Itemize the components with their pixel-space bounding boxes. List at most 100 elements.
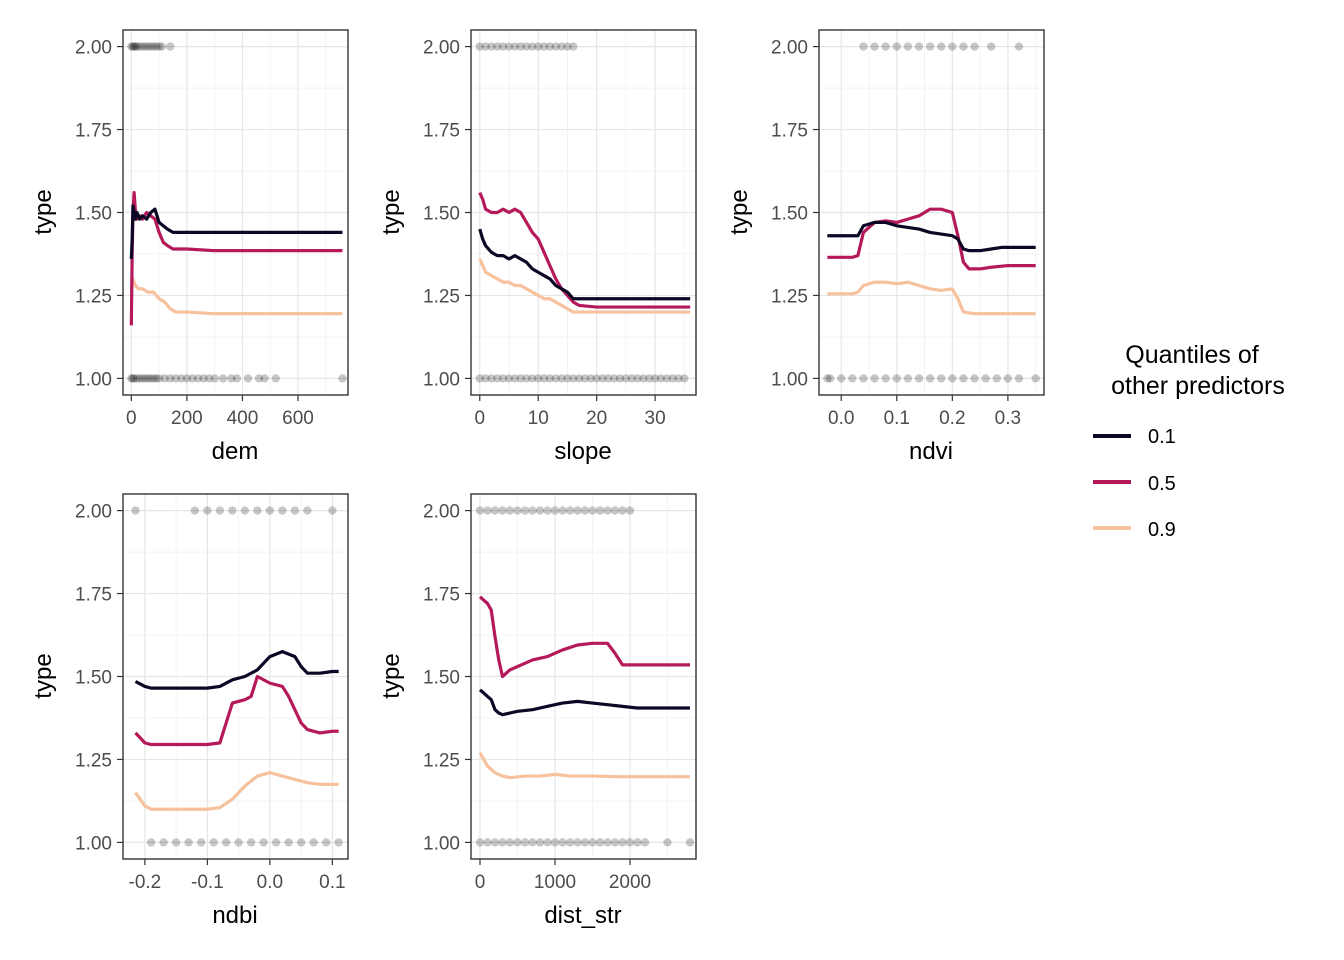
x-tick-label: -0.2 — [129, 872, 162, 893]
observation-point — [493, 42, 502, 51]
x-tick-label: 10 — [528, 408, 549, 429]
observation-point — [903, 374, 913, 383]
observation-point — [903, 42, 913, 51]
observation-point — [152, 374, 161, 383]
series-line-0.5 — [129, 190, 343, 326]
observation-point — [627, 374, 636, 383]
observation-point — [271, 838, 281, 847]
legend-title-line-1: Quantiles of — [1125, 341, 1258, 369]
observation-point — [610, 838, 620, 847]
observation-point — [154, 42, 164, 51]
observation-point — [135, 42, 144, 51]
observation-point — [870, 374, 879, 383]
observation-point — [487, 374, 496, 383]
observation-point — [487, 42, 496, 51]
observation-point — [925, 374, 935, 383]
observation-point — [534, 374, 543, 383]
x-tick-label: 0.2 — [939, 408, 965, 429]
x-axis-title: ndvi — [909, 438, 953, 465]
observation-point — [171, 374, 180, 383]
observation-point — [152, 42, 161, 51]
observation-point — [558, 838, 567, 847]
observation-point — [948, 42, 957, 51]
observation-point — [513, 838, 522, 847]
observation-point — [190, 506, 200, 515]
observation-point — [481, 42, 490, 51]
y-tick-label: 1.75 — [423, 121, 460, 142]
observation-point — [557, 42, 566, 51]
observation-point — [128, 42, 137, 51]
observation-point — [234, 838, 243, 847]
observation-point — [271, 374, 280, 383]
observation-point — [138, 374, 147, 383]
observation-point — [143, 374, 153, 383]
observation-point — [127, 42, 136, 51]
legend-item: 0.1 — [1093, 426, 1176, 448]
legend-title-line-2: other predictors — [1111, 372, 1285, 400]
y-tick-label: 1.25 — [75, 286, 112, 307]
observation-point — [948, 374, 957, 383]
observation-point — [203, 506, 212, 515]
observation-point — [550, 506, 560, 515]
observation-point — [146, 374, 155, 383]
observation-point — [296, 838, 306, 847]
observation-point — [278, 506, 287, 515]
observation-point — [545, 42, 555, 51]
x-tick-label: 0.0 — [257, 872, 283, 893]
y-tick-label: 2.00 — [423, 502, 460, 523]
observation-point — [937, 42, 946, 51]
observation-point — [663, 838, 672, 847]
series-line-0.1 — [478, 228, 691, 301]
series-line-0.1 — [134, 650, 339, 690]
observation-point — [633, 838, 642, 847]
y-axis-title: type — [30, 653, 57, 698]
observation-point — [987, 42, 996, 51]
observation-point — [892, 374, 901, 383]
observation-point — [131, 506, 140, 515]
observation-point — [1014, 42, 1024, 51]
observation-point — [992, 374, 1001, 383]
observation-point — [232, 374, 242, 383]
observation-point — [160, 374, 169, 383]
observation-point — [522, 374, 531, 383]
observation-point — [188, 374, 197, 383]
y-tick-label: 1.00 — [423, 833, 460, 854]
series-line-0.5 — [478, 191, 691, 309]
observation-point — [543, 838, 552, 847]
series-line-0.9 — [478, 752, 690, 780]
observation-point — [128, 374, 137, 383]
observation-point — [481, 374, 490, 383]
observation-point — [680, 374, 689, 383]
observation-point — [303, 506, 312, 515]
observation-point — [243, 374, 253, 383]
observation-point — [621, 374, 631, 383]
y-tick-label: 1.00 — [75, 369, 112, 390]
x-tick-label: 600 — [282, 408, 314, 429]
observation-point — [656, 374, 666, 383]
observation-point — [674, 374, 683, 383]
observation-point — [182, 374, 192, 383]
panel-slope: 0 10 20 30 1.00 1.25 1.50 1.75 2.00 slope type — [378, 29, 697, 465]
observation-point — [166, 374, 175, 383]
observation-point — [184, 838, 193, 847]
y-tick-label: 2.00 — [423, 38, 460, 59]
observation-point — [127, 374, 136, 383]
observation-point — [129, 42, 139, 51]
observation-point — [143, 42, 153, 51]
y-tick-label: 1.75 — [423, 585, 460, 606]
observation-point — [138, 42, 147, 51]
observation-point — [240, 506, 250, 515]
observation-point — [892, 42, 901, 51]
observation-point — [914, 42, 924, 51]
observation-point — [881, 374, 890, 383]
observation-point — [550, 838, 560, 847]
observation-point — [825, 374, 835, 383]
observation-point — [539, 374, 549, 383]
observation-point — [177, 374, 186, 383]
observation-point — [493, 374, 502, 383]
observation-point — [520, 506, 530, 515]
y-tick-label: 1.25 — [423, 750, 460, 771]
observation-point — [154, 374, 164, 383]
observation-point — [609, 374, 619, 383]
series-line-0.9 — [478, 258, 691, 314]
